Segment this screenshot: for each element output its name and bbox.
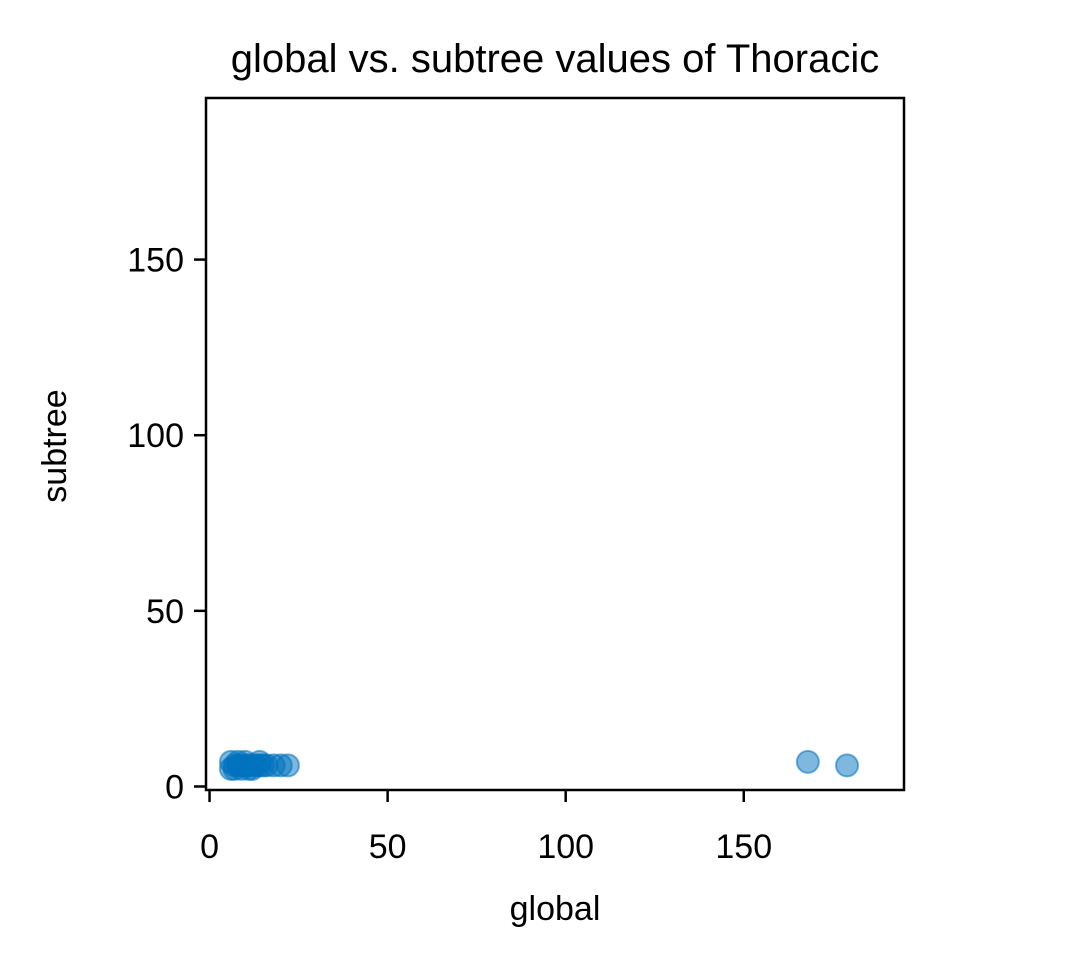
chart-title: global vs. subtree values of Thoracic bbox=[231, 37, 880, 81]
x-tick-label: 0 bbox=[200, 828, 219, 866]
x-tick-label: 100 bbox=[537, 828, 594, 866]
y-axis-label: subtree bbox=[36, 389, 74, 502]
y-tick-label: 100 bbox=[127, 417, 184, 455]
ticks-layer: 0 50 100 150 0 50 100 150 bbox=[127, 242, 772, 866]
y-tick-label: 150 bbox=[127, 242, 184, 280]
data-point bbox=[795, 749, 820, 774]
plot-frame bbox=[204, 96, 906, 792]
y-tick-label: 50 bbox=[146, 593, 184, 631]
y-tick-label: 0 bbox=[165, 768, 184, 806]
data-point bbox=[835, 753, 860, 778]
x-axis-label: global bbox=[510, 890, 601, 928]
x-tick-label: 150 bbox=[715, 828, 772, 866]
points-layer bbox=[218, 749, 860, 781]
data-point bbox=[275, 753, 300, 778]
x-tick-label: 50 bbox=[369, 828, 407, 866]
